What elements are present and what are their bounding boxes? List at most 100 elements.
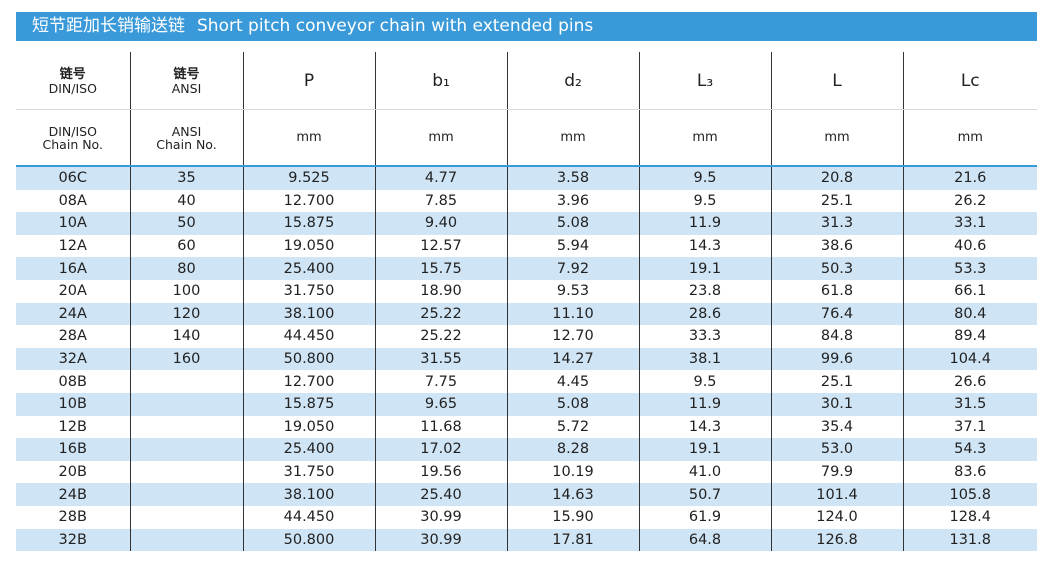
cell-d2: 15.90	[506, 505, 639, 529]
cell-b1: 9.65	[374, 392, 507, 416]
cell-d2: 14.63	[506, 483, 639, 506]
subheader-din-iso-a: DIN/ISO	[48, 123, 97, 139]
cell-p: 44.450	[242, 325, 375, 348]
table-header: 链号 DIN/ISO 链号 ANSI P b₁ d₂ L₃ L Lc DIN/I…	[16, 52, 1037, 166]
cell-p: 38.100	[242, 483, 375, 506]
cell-lc: 80.4	[902, 302, 1037, 326]
cell-b1: 17.02	[374, 438, 507, 461]
cell-b1: 31.55	[374, 347, 507, 371]
cell-p: 15.875	[242, 212, 375, 235]
cell-din-iso: 10A	[58, 215, 87, 232]
cell-ansi: 120	[129, 302, 243, 326]
cell-ansi	[129, 415, 243, 439]
table-row: 10A 50 15.875 9.40 5.08 11.9 31.3 33.1	[16, 212, 1037, 235]
subheader-ansi-b: Chain No.	[156, 136, 217, 152]
header-ansi: 链号 ANSI	[129, 52, 243, 110]
cell-l: 76.4	[770, 302, 903, 326]
unit-b1: mm	[374, 109, 507, 166]
cell-l3: 61.9	[638, 505, 771, 529]
cell-b1: 30.99	[374, 505, 507, 529]
cell-l3: 9.5	[638, 166, 771, 190]
cell-b1: 15.75	[374, 257, 507, 280]
cell-lc: 31.5	[902, 392, 1037, 416]
cell-ansi: 60	[129, 234, 243, 258]
cell-l: 124.0	[770, 505, 903, 529]
cell-p: 19.050	[242, 415, 375, 439]
header-p: P	[242, 52, 375, 110]
table-row: 16A 80 25.400 15.75 7.92 19.1 50.3 53.3	[16, 257, 1037, 280]
cell-l: 101.4	[770, 483, 903, 506]
cell-din-iso: 24A	[58, 305, 87, 322]
cell-l3: 23.8	[638, 279, 771, 303]
cell-l3: 41.0	[638, 460, 771, 484]
table-row: 28A 140 44.450 25.22 12.70 33.3 84.8 89.4	[16, 325, 1037, 348]
cell-b1: 12.57	[374, 234, 507, 258]
cell-d2: 5.08	[506, 212, 639, 235]
header-row-symbols: 链号 DIN/ISO 链号 ANSI P b₁ d₂ L₃ L Lc	[16, 52, 1037, 110]
table-row: 24B 38.100 25.40 14.63 50.7 101.4 105.8	[16, 483, 1037, 506]
cell-ansi	[129, 438, 243, 461]
header-ansi-en: ANSI	[171, 80, 202, 96]
cell-p: 44.450	[242, 505, 375, 529]
cell-din-iso: 28A	[58, 328, 87, 345]
cell-b1: 25.22	[374, 325, 507, 348]
cell-din-iso: 16B	[58, 441, 87, 458]
cell-p: 25.400	[242, 438, 375, 461]
table-body: 06C 35 9.525 4.77 3.58 9.5 20.8 21.6 08A 40 12.700…	[16, 166, 1037, 552]
cell-lc: 128.4	[902, 505, 1037, 529]
cell-b1: 25.22	[374, 302, 507, 326]
cell-p: 12.700	[242, 189, 375, 213]
unit-d2: mm	[506, 109, 639, 166]
cell-din-iso: 16A	[58, 260, 87, 277]
table-row: 06C 35 9.525 4.77 3.58 9.5 20.8 21.6	[16, 166, 1037, 190]
cell-l: 99.6	[770, 347, 903, 371]
cell-l3: 11.9	[638, 212, 771, 235]
cell-b1: 18.90	[374, 279, 507, 303]
cell-ansi: 80	[129, 257, 243, 280]
cell-b1: 19.56	[374, 460, 507, 484]
header-lc: Lc	[902, 52, 1037, 110]
table-title-bar: 短节距加长销输送链 Short pitch conveyor chain with…	[16, 12, 1037, 41]
cell-l: 50.3	[770, 257, 903, 280]
cell-l: 25.1	[770, 189, 903, 213]
cell-ansi: 160	[129, 347, 243, 371]
header-l3: L₃	[638, 52, 771, 110]
cell-lc: 104.4	[902, 347, 1037, 371]
cell-d2: 11.10	[506, 302, 639, 326]
chain-spec-table: 链号 DIN/ISO 链号 ANSI P b₁ d₂ L₃ L Lc DIN/I…	[16, 52, 1037, 552]
cell-d2: 10.19	[506, 460, 639, 484]
cell-b1: 7.75	[374, 370, 507, 393]
table-row: 12A 60 19.050 12.57 5.94 14.3 38.6 40.6	[16, 234, 1037, 258]
header-d2: d₂	[506, 52, 639, 110]
subheader-ansi-a: ANSI	[171, 123, 202, 139]
table-row: 32B 50.800 30.99 17.81 64.8 126.8 131.8	[16, 528, 1037, 552]
cell-lc: 26.2	[902, 189, 1037, 213]
cell-p: 25.400	[242, 257, 375, 280]
cell-d2: 9.53	[506, 279, 639, 303]
cell-p: 12.700	[242, 370, 375, 393]
cell-lc: 54.3	[902, 438, 1037, 461]
subheader-din-iso: DIN/ISO Chain No.	[16, 110, 130, 167]
cell-b1: 4.77	[374, 166, 507, 190]
cell-lc: 21.6	[902, 166, 1037, 190]
cell-l: 79.9	[770, 460, 903, 484]
cell-l: 84.8	[770, 325, 903, 348]
table-row: 08A 40 12.700 7.85 3.96 9.5 25.1 26.2	[16, 189, 1037, 213]
cell-ansi	[129, 370, 243, 393]
unit-p: mm	[242, 109, 375, 166]
cell-din-iso: 32B	[58, 531, 87, 548]
cell-l: 25.1	[770, 370, 903, 393]
cell-d2: 14.27	[506, 347, 639, 371]
header-l: L	[770, 52, 903, 110]
cell-l3: 38.1	[638, 347, 771, 371]
cell-ansi: 140	[129, 325, 243, 348]
cell-l3: 19.1	[638, 438, 771, 461]
cell-ansi	[129, 392, 243, 416]
cell-l3: 64.8	[638, 528, 771, 552]
cell-b1: 30.99	[374, 528, 507, 552]
cell-p: 31.750	[242, 460, 375, 484]
cell-din-iso: 20A	[58, 283, 87, 300]
cell-ansi: 35	[129, 166, 243, 190]
cell-l3: 28.6	[638, 302, 771, 326]
cell-ansi: 40	[129, 189, 243, 213]
